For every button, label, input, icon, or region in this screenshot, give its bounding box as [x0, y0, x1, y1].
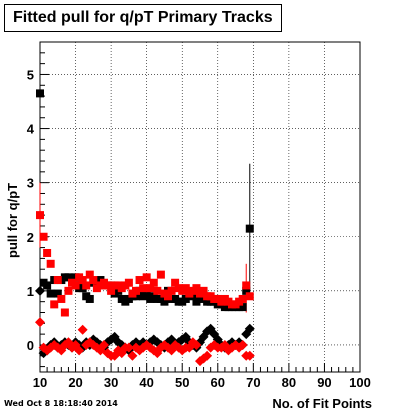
data-point-square: [199, 286, 208, 295]
x-tick-label: 50: [175, 375, 189, 390]
data-point-square: [46, 289, 55, 298]
data-point-square: [43, 248, 52, 257]
data-point-square: [135, 276, 144, 285]
data-point-diamond: [99, 339, 109, 350]
data-point-square: [242, 281, 251, 290]
data-point-square: [60, 308, 69, 317]
x-tick-label: 80: [282, 375, 296, 390]
data-point-square: [164, 292, 172, 301]
data-point-square: [53, 276, 62, 285]
x-tick-label: 70: [246, 375, 260, 390]
x-axis-label: No. of Fit Points: [272, 396, 372, 411]
x-tick-label: 20: [68, 375, 82, 390]
data-point-square: [181, 294, 190, 303]
x-tick-label: 40: [139, 375, 153, 390]
x-tick-label: 10: [33, 375, 47, 390]
data-point-square: [196, 294, 204, 303]
data-point-diamond: [127, 350, 138, 361]
data-point-diamond: [123, 342, 134, 353]
data-point-square: [153, 286, 162, 295]
data-point-square: [238, 294, 247, 303]
data-point-square: [181, 284, 190, 293]
data-point-square: [36, 211, 44, 220]
data-point-square: [71, 281, 80, 290]
y-tick-label: 2: [27, 230, 34, 245]
chart-title: Fitted pull for q/pT Primary Tracks: [4, 4, 282, 32]
data-point-square: [85, 294, 94, 303]
data-point-diamond: [244, 350, 255, 361]
data-point-square: [146, 284, 155, 293]
x-tick-label: 30: [104, 375, 118, 390]
data-point-diamond: [35, 285, 45, 296]
timestamp: Wed Oct 8 18:18:40 2014: [4, 399, 118, 408]
data-point-square: [142, 273, 151, 282]
y-axis-label-container: pull for q/pT: [5, 148, 21, 258]
data-point-diamond: [202, 350, 213, 361]
data-point-square: [245, 292, 254, 301]
data-point-square: [78, 276, 87, 285]
data-point-square: [142, 289, 151, 298]
y-tick-label: 0: [27, 338, 34, 353]
data-point-diamond: [74, 345, 85, 356]
data-point-square: [242, 286, 251, 295]
data-point-diamond: [244, 323, 255, 334]
data-point-square: [43, 281, 52, 290]
plot-area: [40, 42, 360, 372]
data-point-diamond: [35, 317, 45, 328]
data-point-square: [132, 286, 140, 295]
data-point-square: [156, 270, 165, 279]
data-point-square: [89, 276, 98, 285]
data-point-square: [192, 284, 201, 293]
data-point-square: [36, 89, 44, 98]
y-tick-label: 5: [27, 67, 34, 82]
x-tick-label: 90: [317, 375, 331, 390]
y-axis-label: pull for q/pT: [5, 182, 20, 258]
x-tick-label: 100: [349, 375, 371, 390]
x-tick-label: 60: [211, 375, 225, 390]
data-point-square: [149, 278, 158, 287]
data-point-square: [57, 294, 66, 303]
data-point-diamond: [77, 324, 88, 335]
data-point-square: [245, 224, 254, 233]
data-point-square: [124, 278, 133, 287]
data-point-square: [64, 286, 73, 295]
data-point-diamond: [56, 345, 67, 356]
data-point-square: [139, 284, 148, 293]
data-point-square: [160, 297, 169, 306]
data-point-square: [85, 270, 94, 279]
y-tick-label: 4: [27, 122, 35, 137]
data-point-square: [46, 259, 55, 268]
data-point-diamond: [237, 339, 248, 350]
y-tick-label: 1: [27, 284, 34, 299]
data-point-square: [103, 281, 112, 290]
data-point-square: [39, 232, 48, 241]
data-point-diamond: [191, 339, 202, 350]
data-point-square: [82, 281, 91, 290]
data-point-square: [171, 278, 180, 287]
data-point-square: [53, 289, 62, 298]
data-point-square: [167, 286, 176, 295]
data-point-square: [50, 300, 59, 309]
data-point-square: [238, 303, 247, 312]
data-point-square: [107, 286, 116, 295]
y-tick-label: 3: [27, 176, 34, 191]
